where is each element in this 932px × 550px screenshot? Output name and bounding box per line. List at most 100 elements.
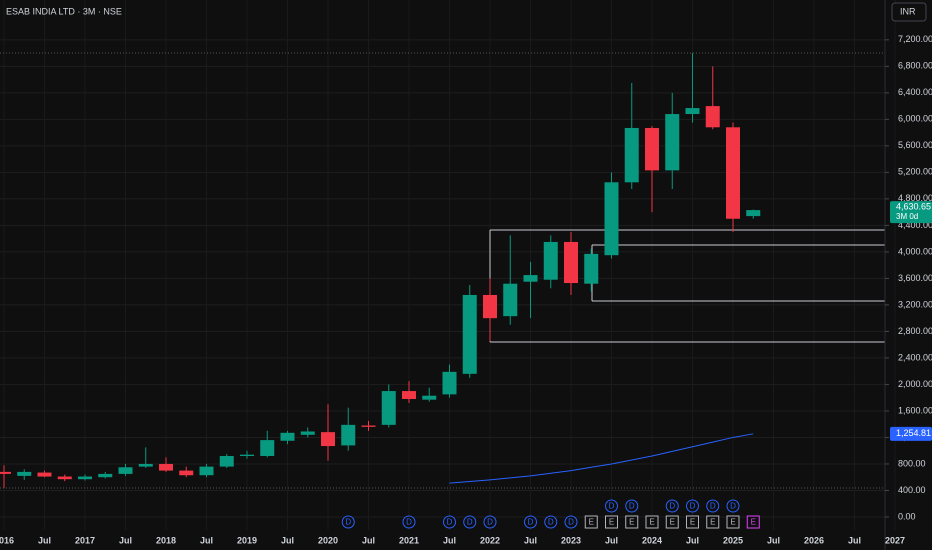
y-tick-label: 3,200.00 (898, 299, 932, 309)
candle-body (624, 127, 639, 183)
x-tick-label: Jul (767, 535, 780, 545)
y-tick-label: 5,600.00 (898, 140, 932, 150)
candle-body (665, 114, 680, 171)
event-label: E (629, 518, 634, 527)
candle-body (159, 463, 173, 471)
candle-body (523, 275, 538, 282)
candle-body (260, 440, 275, 457)
event-label: D (447, 518, 453, 527)
y-tick-label: 4,800.00 (898, 193, 932, 203)
countdown-label: 3M 0d (896, 212, 918, 221)
dividend-marker (605, 499, 618, 513)
candle-body (402, 391, 416, 400)
dividend-marker (726, 499, 740, 513)
x-tick-label: 2017 (75, 535, 95, 545)
event-label: D (710, 502, 716, 511)
earnings-marker (665, 515, 679, 529)
dividend-marker (483, 515, 497, 529)
candle-body (503, 283, 518, 317)
x-tick-label: Jul (362, 535, 375, 545)
y-tick-label: 1,600.00 (898, 405, 932, 415)
event-label: D (406, 518, 412, 527)
y-tick-label: 2,800.00 (898, 326, 932, 336)
earnings-marker (645, 515, 659, 529)
candle-body (442, 371, 457, 395)
candle-body (300, 431, 315, 435)
candle-body (280, 432, 295, 441)
dividend-marker (625, 499, 639, 513)
dividend-marker (341, 515, 355, 529)
candle-body (604, 182, 619, 256)
earnings-marker (584, 515, 598, 529)
x-tick-label: 2016 (0, 535, 14, 545)
candle-body (0, 471, 11, 474)
candle-body (726, 127, 740, 219)
candle-body (584, 253, 599, 284)
last-price-tag (890, 201, 932, 224)
dividend-marker (665, 499, 679, 513)
candle-body (685, 108, 700, 115)
x-tick-label: 2021 (399, 535, 419, 545)
x-tick-label: Jul (281, 535, 294, 545)
y-tick-label: 6,400.00 (898, 87, 932, 97)
x-tick-label: 2022 (480, 535, 500, 545)
event-label: D (609, 502, 615, 511)
dividend-marker (463, 515, 477, 529)
y-tick-label: 4,000.00 (898, 246, 932, 256)
dividend-marker (443, 515, 456, 529)
candle-body (543, 241, 558, 280)
candle-body (321, 432, 335, 447)
earnings-marker (625, 515, 639, 529)
earnings-marker (686, 515, 699, 529)
x-tick-label: 2018 (156, 535, 176, 545)
candle-body (138, 463, 153, 467)
x-tick-label: 2023 (561, 535, 581, 545)
dividend-marker (564, 515, 578, 529)
event-label: D (730, 502, 736, 511)
candle-body (57, 476, 72, 480)
earnings-marker (605, 515, 618, 529)
candle-body (199, 466, 214, 476)
y-tick-label: 7,200.00 (898, 34, 932, 44)
event-label: E (649, 518, 654, 527)
event-label: D (467, 518, 473, 527)
chart-title: ESAB INDIA LTD · 3M · NSE (6, 6, 122, 16)
event-label: E (730, 518, 735, 527)
candle-body (78, 476, 92, 480)
candle-body (361, 425, 376, 427)
candle-body (17, 471, 32, 476)
event-label: D (345, 518, 351, 527)
x-tick-label: 2027 (885, 535, 905, 545)
y-tick-label: 0.00 (898, 511, 916, 521)
y-tick-label: 3,600.00 (898, 273, 932, 283)
event-label: E (710, 518, 715, 527)
x-tick-label: 2025 (723, 535, 743, 545)
y-tick-label: 2,000.00 (898, 379, 932, 389)
dividend-marker (544, 515, 558, 529)
event-label: D (487, 518, 493, 527)
candle-body (746, 210, 761, 217)
x-tick-label: Jul (605, 535, 618, 545)
x-tick-label: 2020 (318, 535, 338, 545)
dividend-marker (402, 515, 416, 529)
candle-body (240, 454, 254, 457)
event-label: E (670, 518, 675, 527)
candle-body (645, 127, 659, 171)
earnings-marker (726, 515, 740, 529)
drawings (489, 229, 885, 343)
x-tick-label: Jul (524, 535, 537, 545)
candle-body (483, 294, 497, 319)
candle-body (705, 106, 720, 128)
candle-body (381, 391, 396, 425)
x-tick-label: Jul (848, 535, 861, 545)
event-label: D (629, 502, 635, 511)
y-tick-label: 400.00 (898, 485, 926, 495)
x-tick-label: 2024 (642, 535, 662, 545)
currency-label[interactable]: INR (900, 6, 916, 16)
candle-body (462, 294, 477, 374)
currency-button[interactable] (891, 2, 927, 22)
x-tick-label: 2026 (804, 535, 824, 545)
x-tick-label: Jul (443, 535, 456, 545)
